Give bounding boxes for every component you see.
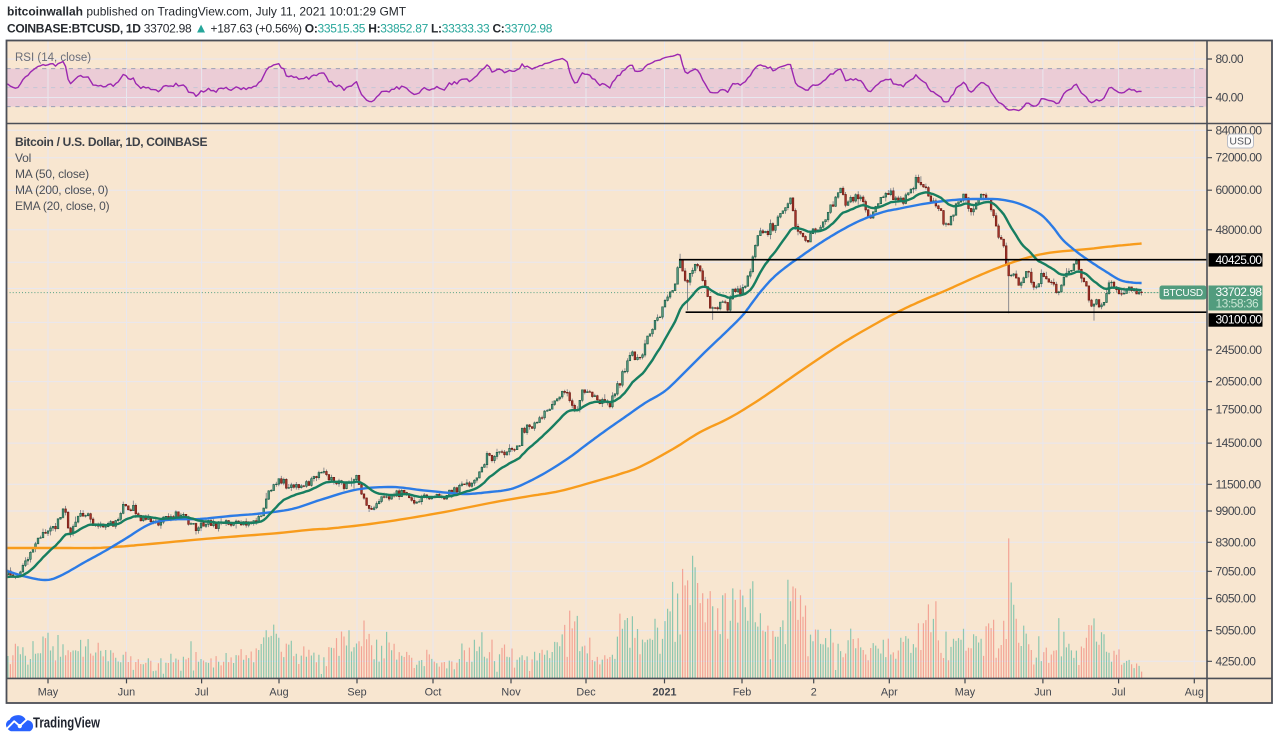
svg-text:Jun: Jun	[1034, 687, 1051, 699]
svg-text:Oct: Oct	[425, 687, 442, 699]
svg-text:6050.00: 6050.00	[1216, 592, 1257, 606]
svg-text:80.00: 80.00	[1216, 52, 1244, 66]
svg-text:20500.00: 20500.00	[1216, 375, 1263, 389]
svg-text:Aug: Aug	[1185, 687, 1204, 699]
svg-text:2021: 2021	[652, 687, 676, 699]
svg-text:33702.98: 33702.98	[1216, 285, 1263, 299]
svg-text:30100.00: 30100.00	[1216, 313, 1263, 327]
svg-text:9900.00: 9900.00	[1216, 504, 1257, 518]
svg-text:14500.00: 14500.00	[1216, 436, 1263, 450]
svg-text:Bitcoin / U.S. Dollar, 1D, COI: Bitcoin / U.S. Dollar, 1D, COINBASE	[15, 135, 207, 149]
svg-text:40.00: 40.00	[1216, 91, 1244, 105]
svg-text:May: May	[955, 687, 976, 699]
svg-text:24500.00: 24500.00	[1216, 343, 1263, 357]
svg-text:8300.00: 8300.00	[1216, 535, 1257, 549]
svg-text:Nov: Nov	[501, 687, 521, 699]
svg-text:BTCUSD: BTCUSD	[1163, 288, 1203, 299]
svg-text:RSI (14, close): RSI (14, close)	[15, 52, 91, 64]
svg-text:EMA (20, close, 0): EMA (20, close, 0)	[15, 199, 110, 213]
svg-text:Sep: Sep	[347, 687, 366, 699]
svg-text:Feb: Feb	[733, 687, 752, 699]
svg-text:Jun: Jun	[118, 687, 135, 699]
svg-text:11500.00: 11500.00	[1216, 477, 1262, 491]
svg-text:48000.00: 48000.00	[1216, 223, 1263, 237]
svg-text:2: 2	[811, 687, 817, 699]
svg-text:MA (200, close, 0): MA (200, close, 0)	[15, 183, 108, 197]
svg-text:72000.00: 72000.00	[1216, 151, 1263, 165]
svg-text:4250.00: 4250.00	[1216, 654, 1257, 668]
svg-text:bitcoinwallah published on Tra: bitcoinwallah published on TradingView.c…	[7, 5, 407, 19]
svg-text:Dec: Dec	[576, 687, 596, 699]
svg-text:13:58:36: 13:58:36	[1216, 297, 1260, 311]
svg-text:40425.00: 40425.00	[1216, 253, 1263, 267]
svg-text:MA (50, close): MA (50, close)	[15, 167, 89, 181]
svg-text:60000.00: 60000.00	[1216, 183, 1263, 197]
svg-text:7050.00: 7050.00	[1216, 564, 1257, 578]
svg-text:17500.00: 17500.00	[1216, 403, 1263, 417]
svg-text:5050.00: 5050.00	[1216, 624, 1257, 638]
svg-text:TradingView: TradingView	[33, 716, 101, 732]
svg-text:Aug: Aug	[269, 687, 288, 699]
svg-text:Jul: Jul	[195, 687, 209, 699]
svg-text:Apr: Apr	[881, 687, 898, 699]
svg-text:Vol: Vol	[15, 151, 31, 165]
svg-text:Jul: Jul	[1112, 687, 1126, 699]
svg-text:May: May	[38, 687, 59, 699]
svg-text:COINBASE:BTCUSD, 1D 33702.98 ▲: COINBASE:BTCUSD, 1D 33702.98 ▲ +187.63 (…	[7, 21, 553, 36]
svg-text:USD: USD	[1229, 136, 1252, 148]
